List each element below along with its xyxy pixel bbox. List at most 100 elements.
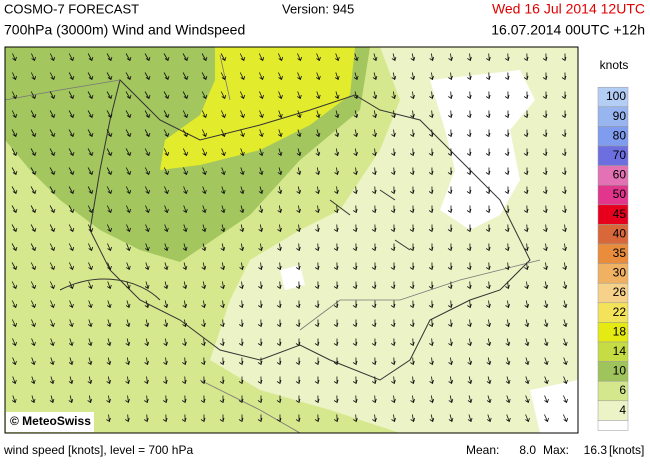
wind-arrow [11, 129, 18, 138]
wind-arrow [201, 53, 208, 62]
wind-arrow [371, 319, 377, 328]
wind-arrow [69, 300, 74, 309]
wind-arrow [125, 53, 132, 62]
wind-arrow [163, 262, 169, 271]
wind-arrow [372, 53, 378, 62]
wind-arrow [466, 205, 472, 214]
wind-arrow [30, 91, 37, 100]
wind-arrow [68, 376, 74, 385]
wind-arrow [125, 148, 132, 157]
wind-arrow [220, 53, 227, 62]
wind-arrow [49, 224, 56, 233]
wind-arrow [504, 167, 510, 176]
wind-arrow [390, 205, 396, 214]
wind-arrow [543, 357, 549, 366]
wind-arrow [371, 281, 377, 290]
wind-arrow [390, 300, 396, 309]
wind-arrow [506, 414, 511, 423]
wind-arrow [258, 262, 263, 271]
wind-arrow [466, 148, 472, 157]
wind-arrow [352, 338, 358, 347]
wind-arrow [201, 110, 208, 119]
wind-arrow [429, 357, 434, 366]
wind-arrow [257, 319, 263, 328]
wind-arrow [429, 319, 434, 328]
wind-arrow [239, 167, 245, 176]
wind-arrow [87, 72, 94, 81]
wind-arrow [295, 319, 301, 328]
legend-label: 90 [613, 109, 627, 123]
wind-arrow [106, 338, 112, 347]
wind-arrow [544, 414, 549, 423]
wind-arrow [296, 186, 302, 195]
wind-arrow [296, 148, 302, 157]
wind-arrow [428, 167, 434, 176]
wind-arrow [544, 376, 549, 385]
wind-arrow [182, 110, 189, 119]
legend-label: 35 [613, 246, 627, 260]
wind-arrow [371, 357, 377, 366]
wind-arrow [352, 319, 358, 328]
wind-arrow [30, 281, 37, 290]
wind-arrow [182, 224, 188, 233]
wind-arrow [49, 205, 56, 214]
wind-arrow [372, 110, 378, 119]
wind-arrow [523, 186, 529, 195]
wind-arrow [221, 129, 226, 138]
wind-arrow [144, 148, 151, 157]
wind-arrow [486, 319, 491, 328]
wind-arrow [181, 376, 187, 385]
wind-arrow [50, 338, 55, 347]
wind-arrow [107, 243, 112, 252]
wind-arrow [447, 281, 453, 290]
wind-arrow [276, 281, 282, 290]
wind-arrow [391, 53, 397, 62]
wind-arrow [353, 395, 358, 404]
wind-arrow [238, 414, 244, 423]
wind-arrow [524, 376, 530, 385]
wind-arrow [466, 262, 472, 271]
wind-arrow [220, 281, 225, 290]
wind-arrow [524, 300, 530, 309]
max-label: Max: [543, 443, 569, 457]
wind-arrow [163, 167, 170, 176]
wind-arrow [182, 319, 187, 328]
wind-arrow [523, 72, 529, 81]
wind-arrow [485, 91, 491, 100]
wind-arrow [372, 395, 377, 404]
wind-arrow [164, 224, 169, 233]
wind-arrow [11, 319, 18, 328]
subtitle: 700hPa (3000m) Wind and Windspeed [4, 22, 245, 38]
wind-arrow [276, 395, 282, 404]
wind-arrow [200, 395, 206, 404]
wind-arrow [201, 243, 207, 252]
wind-arrow [409, 300, 415, 309]
wind-arrow [504, 148, 510, 157]
wind-arrow [68, 262, 75, 271]
wind-arrow [219, 357, 225, 366]
wind-arrow [409, 262, 415, 271]
wind-arrow [240, 148, 245, 157]
wind-arrow [220, 243, 226, 252]
wind-arrow [87, 129, 94, 138]
wind-arrow [68, 243, 75, 252]
wind-arrow [144, 186, 151, 195]
wind-arrow [410, 53, 416, 62]
wind-arrow [201, 205, 207, 214]
map-frame [4, 46, 579, 434]
wind-arrow [295, 414, 301, 423]
wind-arrow [68, 110, 75, 119]
wind-arrow [49, 167, 56, 176]
wind-arrow [447, 243, 453, 252]
wind-arrow [163, 53, 170, 62]
wind-arrow [259, 110, 264, 119]
wind-arrow [563, 357, 568, 366]
wind-arrow [448, 357, 453, 366]
wind-arrow [239, 72, 246, 81]
wind-arrow [220, 262, 226, 271]
wind-arrow [239, 186, 245, 195]
wind-arrow [429, 72, 434, 81]
wind-arrow [238, 395, 244, 404]
wind-arrow [257, 395, 263, 404]
wind-arrow [523, 110, 529, 119]
